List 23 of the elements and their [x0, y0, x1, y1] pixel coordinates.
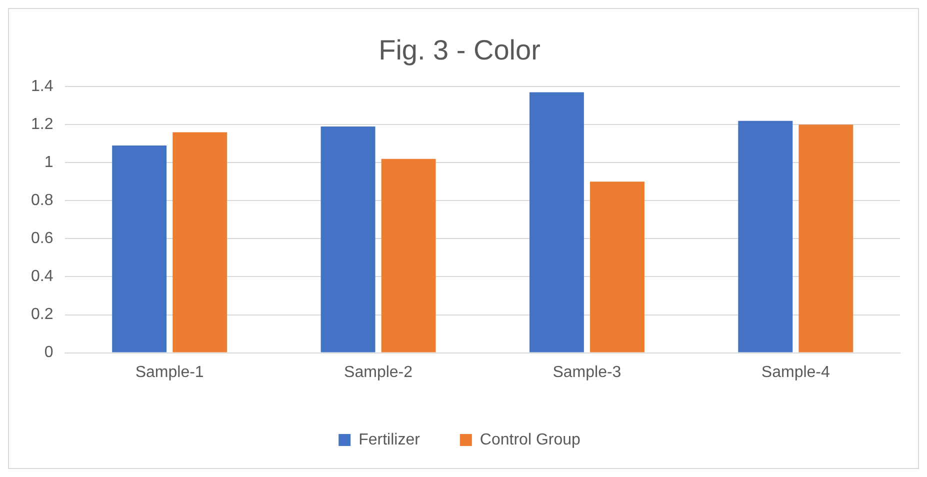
- y-tick-label: 0: [44, 344, 54, 362]
- bar: [798, 124, 854, 352]
- bar: [320, 126, 376, 352]
- bar: [381, 158, 436, 352]
- x-tick-label: Sample-2: [344, 364, 413, 381]
- bar: [529, 92, 584, 352]
- y-tick-label: 0.2: [30, 306, 54, 324]
- x-tick-label: Sample-4: [761, 364, 830, 381]
- y-tick-label: 1.4: [30, 78, 54, 96]
- bar: [738, 120, 793, 352]
- x-tick-label: Sample-1: [135, 364, 204, 381]
- y-tick-label: 0.4: [30, 268, 54, 286]
- y-tick-label: 0.6: [30, 230, 54, 248]
- legend-label: Fertilizer: [358, 431, 421, 448]
- bar: [172, 132, 228, 352]
- legend-label: Control Group: [480, 431, 581, 448]
- x-tick-label: Sample-3: [552, 364, 622, 381]
- y-tick-label: 1: [44, 154, 54, 172]
- y-tick-label: 0.8: [30, 192, 54, 210]
- chart-title: Fig. 3 - Color: [378, 34, 540, 66]
- y-tick-label: 1.2: [30, 116, 54, 134]
- bar: [590, 182, 644, 352]
- bar: [112, 146, 167, 352]
